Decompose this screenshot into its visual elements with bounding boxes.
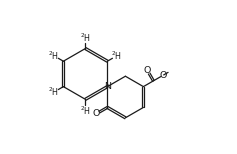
- Text: $^{2}$H: $^{2}$H: [48, 86, 59, 98]
- Text: O: O: [144, 66, 151, 75]
- Text: $^{2}$H: $^{2}$H: [48, 49, 59, 62]
- Text: N: N: [104, 82, 111, 91]
- Text: $^{2}$H: $^{2}$H: [111, 49, 123, 62]
- Text: O: O: [93, 109, 100, 118]
- Text: $^{2}$H: $^{2}$H: [80, 104, 91, 117]
- Text: $^{2}$H: $^{2}$H: [80, 31, 91, 44]
- Text: O: O: [160, 71, 167, 80]
